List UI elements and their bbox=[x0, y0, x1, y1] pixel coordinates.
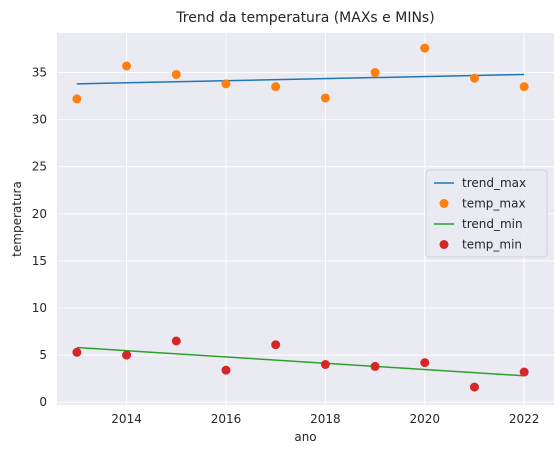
legend-trend-max-label: trend_max bbox=[462, 176, 526, 190]
temp-max-point bbox=[221, 79, 231, 89]
legend-temp-min-swatch bbox=[439, 240, 449, 249]
temp-max-point bbox=[320, 93, 330, 103]
temp-min-point bbox=[171, 336, 181, 346]
temp-min-point bbox=[72, 347, 82, 357]
y-tick-label: 5 bbox=[39, 348, 47, 362]
temp-min-point bbox=[420, 358, 430, 368]
legend: trend_max temp_max trend_min temp_min bbox=[425, 169, 548, 258]
y-tick-label: 15 bbox=[32, 254, 47, 268]
y-axis-label: temperatura bbox=[10, 181, 24, 257]
legend-temp-min-label: temp_min bbox=[462, 238, 522, 252]
trend-max-line bbox=[76, 73, 525, 85]
trend-min-line bbox=[76, 346, 525, 377]
temp-min-point bbox=[122, 350, 132, 360]
scatter-points bbox=[72, 43, 529, 392]
x-tick-label: 2022 bbox=[509, 412, 540, 426]
chart-title: Trend da temperatura (MAXs e MINs) bbox=[175, 10, 434, 26]
temp-min-point bbox=[221, 365, 231, 375]
temp-min-point bbox=[519, 367, 529, 377]
temp-max-point bbox=[469, 73, 479, 83]
temp-max-point bbox=[370, 68, 380, 78]
temp-max-point bbox=[420, 43, 430, 53]
temp-max-point bbox=[122, 61, 132, 71]
x-tick-label: 2020 bbox=[410, 412, 441, 426]
temp-max-point bbox=[72, 94, 82, 104]
y-tick-label: 10 bbox=[32, 301, 47, 315]
legend-temp-max-swatch bbox=[439, 199, 449, 208]
legend-temp-max-label: temp_max bbox=[462, 197, 526, 211]
legend-box bbox=[425, 169, 548, 258]
x-tick-label: 2018 bbox=[310, 412, 341, 426]
x-axis-label: ano bbox=[294, 430, 316, 444]
temp-max-point bbox=[171, 69, 181, 79]
tick-labels: 2014 2016 2018 2020 2022 0 5 10 15 20 25 30 35 bbox=[32, 66, 540, 426]
trend-lines bbox=[76, 73, 525, 377]
temp-min-point bbox=[320, 360, 330, 370]
temp-min-point bbox=[271, 340, 281, 350]
x-tick-label: 2016 bbox=[211, 412, 242, 426]
legend-trend-min-label: trend_min bbox=[462, 217, 523, 231]
x-tick-label: 2014 bbox=[111, 412, 142, 426]
y-tick-label: 0 bbox=[39, 395, 47, 409]
y-tick-label: 25 bbox=[32, 160, 47, 174]
y-tick-label: 30 bbox=[32, 113, 47, 127]
temp-max-point bbox=[271, 82, 281, 92]
y-tick-label: 20 bbox=[32, 207, 47, 221]
temp-min-point bbox=[469, 382, 479, 392]
temp-max-point bbox=[519, 82, 529, 92]
y-tick-label: 35 bbox=[32, 66, 47, 80]
temp-min-point bbox=[370, 361, 380, 371]
